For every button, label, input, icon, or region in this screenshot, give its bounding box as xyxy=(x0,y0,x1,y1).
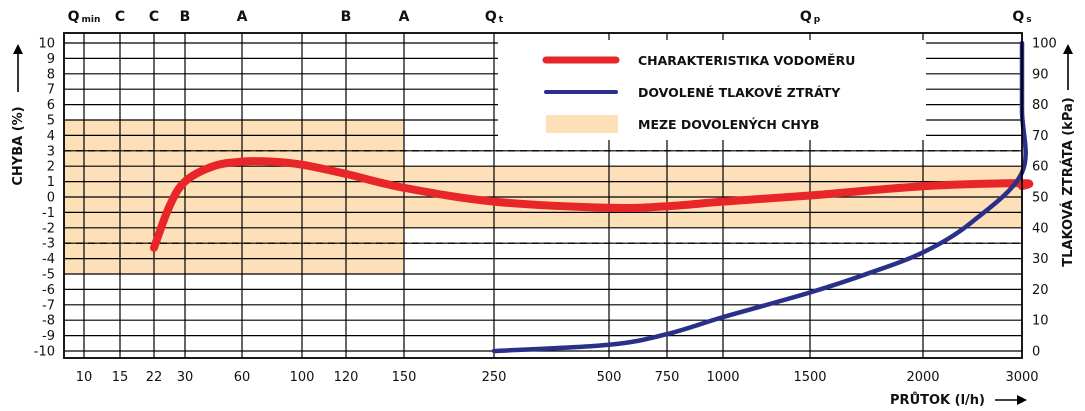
y-left-tick-label: -10 xyxy=(34,345,55,360)
y-left-tick-label: 7 xyxy=(47,83,55,98)
x-arrow-head xyxy=(1017,395,1027,405)
x-tick-label: 1000 xyxy=(706,370,739,385)
y-right-tick-label: 20 xyxy=(1032,283,1049,298)
series-line xyxy=(150,157,1034,252)
series-line xyxy=(491,40,1028,354)
y-right-tick-label: 60 xyxy=(1032,160,1049,175)
frame xyxy=(63,32,1023,359)
y-right-tick-label: 90 xyxy=(1032,67,1049,82)
x-axis-title: PRŮTOK (l/h) xyxy=(890,392,985,408)
y-right-tick-label: 80 xyxy=(1032,98,1049,113)
y-right-tick-label: 30 xyxy=(1032,252,1049,267)
top-marker-label: A xyxy=(237,9,248,25)
y-left-tick-label: -9 xyxy=(42,329,55,344)
top-marker-label: A xyxy=(399,9,410,25)
x-tick-label: 1500 xyxy=(793,370,826,385)
y-left-tick-label: 6 xyxy=(47,98,55,113)
x-tick-label: 750 xyxy=(655,370,680,385)
y-right-tick-label: 100 xyxy=(1032,37,1057,52)
y-left-tick-label: 2 xyxy=(47,160,55,175)
y-left-tick-label: -8 xyxy=(42,314,55,329)
y-left-tick-label: -7 xyxy=(42,298,55,313)
x-tick-label: 100 xyxy=(290,370,315,385)
y-left-tick-label: 3 xyxy=(47,144,55,159)
y-left-axis-title: CHYBA (%) xyxy=(11,106,26,185)
top-marker-label: C xyxy=(115,9,125,25)
legend-label: DOVOLENÉ TLAKOVÉ ZTRÁTY xyxy=(638,85,841,100)
y-right-tick-label: 0 xyxy=(1032,345,1040,360)
y-right-tick-label: 50 xyxy=(1032,191,1049,206)
x-tick-label: 3000 xyxy=(1005,370,1038,385)
x-tick-label: 60 xyxy=(234,370,251,385)
legend: CHARAKTERISTIKA VODOMĚRU DOVOLENÉ TLAKOVÉ… xyxy=(498,40,926,140)
x-tick-label: 500 xyxy=(597,370,622,385)
y-left-tick-label: 4 xyxy=(47,129,55,144)
y-left-arrow-head xyxy=(13,44,23,54)
legend-label: CHARAKTERISTIKA VODOMĚRU xyxy=(638,53,855,68)
top-marker-label: B xyxy=(180,9,191,25)
y-right-tick-label: 10 xyxy=(1032,314,1049,329)
y-left-tick-label: 1 xyxy=(47,175,55,190)
y-left-tick-label: -1 xyxy=(42,206,55,221)
y-left-tick-label: 9 xyxy=(47,52,55,67)
x-tick-label: 250 xyxy=(482,370,507,385)
x-tick-label: 120 xyxy=(334,370,359,385)
plot-border xyxy=(63,32,1023,359)
y-left-tick-label: 10 xyxy=(38,37,55,52)
y-left-tick-label: -6 xyxy=(42,283,55,298)
legend-swatch xyxy=(546,115,618,133)
x-tick-label: 2000 xyxy=(906,370,939,385)
y-left-tick-label: -2 xyxy=(42,221,55,236)
legend-label: MEZE DOVOLENÝCH CHYB xyxy=(638,117,819,132)
x-tick-label: 10 xyxy=(76,370,93,385)
y-left-tick-label: -4 xyxy=(42,252,55,267)
series xyxy=(150,40,1034,354)
y-right-arrow-head xyxy=(1063,44,1073,54)
x-tick-label: 22 xyxy=(146,370,163,385)
y-left-tick-label: 8 xyxy=(47,67,55,82)
x-tick-label: 30 xyxy=(177,370,194,385)
y-right-axis-title: TLAKOVÁ ZTRÁTA (kPa) xyxy=(1060,97,1076,266)
reference-lines xyxy=(64,150,1022,244)
y-left-tick-label: 5 xyxy=(47,114,55,129)
x-tick-label: 150 xyxy=(392,370,417,385)
x-tick-label: 15 xyxy=(112,370,129,385)
y-left-tick-label: -3 xyxy=(42,237,55,252)
y-left-tick-label: -5 xyxy=(42,268,55,283)
top-marker-label: B xyxy=(341,9,352,25)
top-marker-label: C xyxy=(149,9,159,25)
y-left-tick-label: 0 xyxy=(47,191,55,206)
y-right-tick-label: 40 xyxy=(1032,221,1049,236)
y-right-tick-label: 70 xyxy=(1032,129,1049,144)
